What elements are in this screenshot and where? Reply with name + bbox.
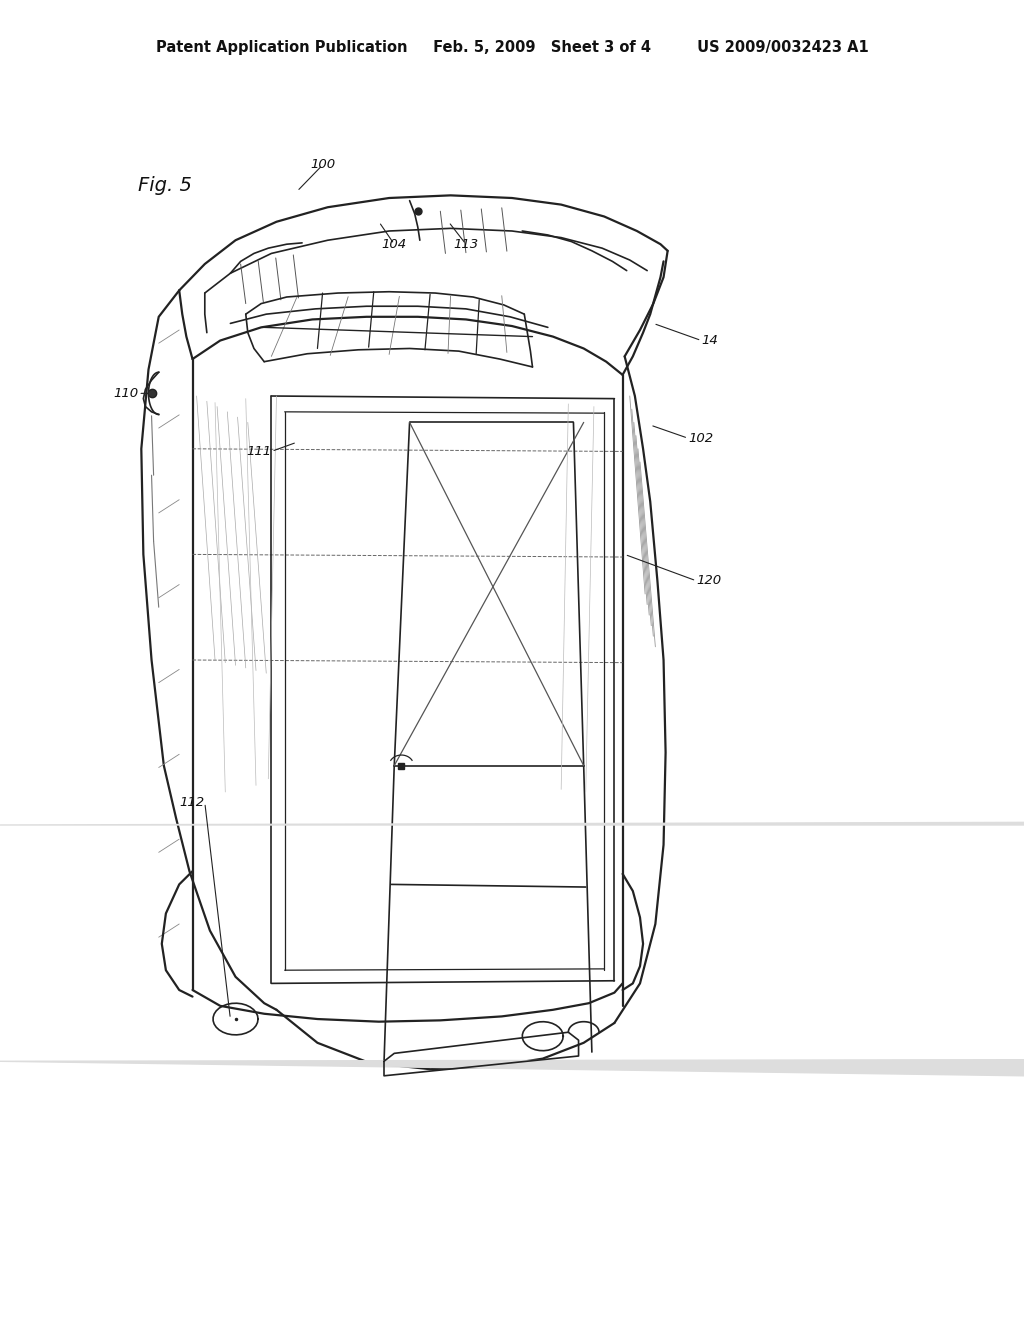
Text: 14: 14: [701, 334, 718, 347]
Text: Fig. 5: Fig. 5: [138, 177, 193, 195]
Text: 112: 112: [179, 796, 205, 809]
Text: 111: 111: [246, 445, 271, 458]
Polygon shape: [0, 574, 1024, 825]
Text: 104: 104: [382, 238, 407, 251]
Text: 120: 120: [696, 574, 722, 587]
Text: 100: 100: [310, 158, 335, 172]
Polygon shape: [0, 1032, 1024, 1076]
Text: Patent Application Publication     Feb. 5, 2009   Sheet 3 of 4         US 2009/0: Patent Application Publication Feb. 5, 2…: [156, 40, 868, 55]
Text: 113: 113: [454, 238, 478, 251]
Text: 110: 110: [113, 387, 138, 400]
Text: 102: 102: [688, 432, 714, 445]
